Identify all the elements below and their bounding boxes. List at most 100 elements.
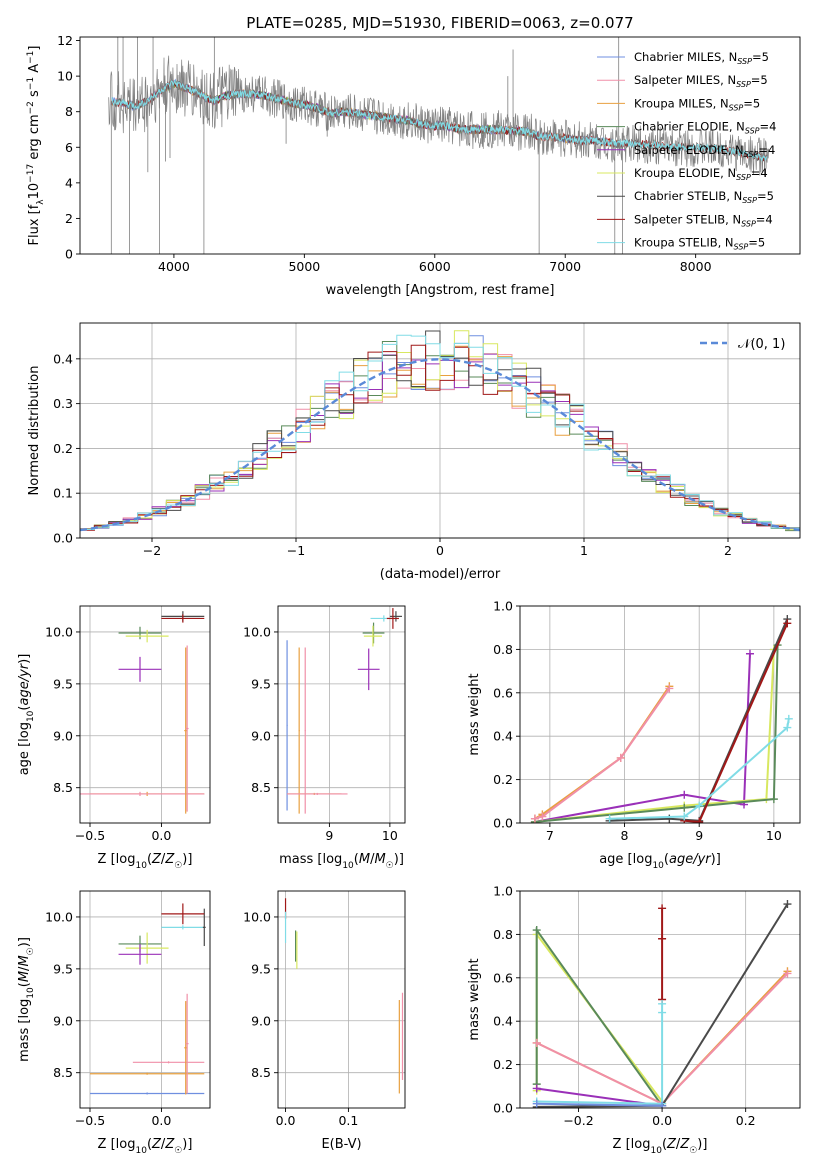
y-tick-label: 0.4	[493, 729, 513, 744]
y-tick-label: 9.0	[251, 1013, 271, 1028]
plot-area	[108, 37, 770, 254]
y-axis-label: mass weight	[467, 958, 482, 1040]
x-tick-label: 10	[766, 828, 782, 843]
weight-marker	[532, 1084, 541, 1093]
y-tick-label: 8.5	[53, 1065, 73, 1080]
errorbar-point	[118, 943, 162, 965]
y-tick-label: 0.8	[493, 642, 513, 657]
y-tick-label: 0	[65, 247, 73, 262]
figure-title: PLATE=0285, MJD=51930, FIBERID=0063, z=0…	[246, 14, 633, 32]
y-tick-label: 0.4	[53, 351, 73, 366]
y-tick-label: 0.6	[493, 970, 513, 985]
legend-entry: Chabrier STELIB, NSSP=5	[634, 189, 774, 205]
x-tick-label: −1	[287, 543, 305, 558]
x-tick-label: 2	[724, 543, 732, 558]
y-tick-label: 10.0	[243, 624, 271, 639]
x-tick-label: 0.0	[151, 1113, 171, 1128]
errorbar-point	[161, 903, 205, 925]
legend-entry: Kroupa STELIB, NSSP=5	[634, 236, 765, 252]
weight-marker	[530, 814, 539, 823]
weight-line	[534, 653, 751, 823]
weight-series	[530, 684, 674, 823]
y-tick-label: 8.5	[53, 780, 73, 795]
weight-series	[680, 619, 792, 823]
errorbar-point	[132, 1061, 205, 1064]
y-tick-label: 0.2	[493, 1057, 513, 1072]
errorbar-point	[363, 625, 383, 647]
y-tick-label: 6	[65, 140, 73, 155]
weight-marker	[783, 969, 792, 978]
chart-weight_vs_age: 7 8 9 10 0.0 0.2 0.4 0.6 0.8 1.0 age [log10(age/yr…	[467, 599, 801, 871]
x-tick-label: 7	[546, 828, 554, 843]
plot-area	[284, 898, 404, 1094]
errorbar-point	[298, 647, 300, 814]
legend-entry: Salpeter ELODIE, NSSP=4	[634, 143, 775, 159]
y-tick-label: 10.0	[243, 909, 271, 924]
y-axis-label: age [log10(age/yr)]	[17, 654, 36, 776]
weight-marker	[783, 723, 792, 732]
weight-marker	[680, 803, 689, 812]
weight-marker	[783, 900, 792, 909]
weight-marker	[680, 790, 689, 799]
x-tick-label: 10	[382, 828, 398, 843]
weight-series	[658, 904, 667, 1004]
weight-marker	[783, 619, 792, 628]
y-tick-label: 0.1	[53, 486, 73, 501]
plot-area	[80, 611, 205, 814]
errorbar-point	[118, 626, 162, 640]
weight-series	[530, 645, 778, 823]
weight-line	[536, 1003, 664, 1105]
errorbar-point	[161, 925, 205, 930]
x-axis-label: Z [log10(Z/Z☉)]	[98, 852, 193, 871]
x-tick-label: 0.0	[276, 1113, 296, 1128]
y-tick-label: 10	[57, 69, 73, 84]
y-tick-label: 0.2	[53, 441, 73, 456]
y-tick-label: 0.8	[493, 927, 513, 942]
errorbar-point	[125, 932, 169, 964]
weight-series	[532, 926, 667, 1108]
weight-marker	[658, 1101, 667, 1108]
weight-line	[534, 687, 671, 820]
weight-series	[532, 1099, 667, 1108]
y-axis-label: mass [log10(M/M☉)]	[17, 937, 36, 1062]
x-tick-label: −0.5	[75, 828, 105, 843]
y-tick-label: 8.5	[251, 1065, 271, 1080]
y-tick-label: 1.0	[493, 599, 513, 614]
x-tick-label: 0.2	[736, 1113, 756, 1128]
y-tick-label: 1.0	[493, 884, 513, 899]
y-tick-label: 2	[65, 211, 73, 226]
x-axis-label: mass [log10(M/M☉)]	[279, 852, 404, 871]
weight-marker	[680, 812, 689, 821]
y-axis-label: mass weight	[467, 673, 482, 755]
legend-entry: Kroupa MILES, NSSP=5	[634, 96, 760, 112]
x-tick-label: 7000	[549, 259, 581, 274]
plot-area	[286, 608, 402, 814]
x-tick-label: 4000	[158, 259, 190, 274]
axes-frame	[79, 605, 211, 824]
x-tick-label: 0.1	[338, 1113, 358, 1128]
weight-marker	[769, 795, 778, 804]
y-tick-label: 9.5	[251, 676, 271, 691]
x-axis-label: Z [log10(Z/Z☉)]	[613, 1137, 708, 1156]
y-axis-label: Normed distribution	[27, 366, 42, 496]
errorbar-point	[286, 640, 288, 811]
y-tick-label: 0.4	[493, 1014, 513, 1029]
axes-frame	[277, 890, 406, 1109]
weight-series	[605, 615, 792, 823]
weight-marker	[616, 753, 625, 762]
weight-marker	[658, 934, 667, 943]
errorbar-point	[386, 608, 399, 629]
x-axis-label: age [log10(age/yr)]	[599, 852, 721, 871]
histogram-step	[80, 330, 800, 531]
weight-marker	[532, 926, 541, 935]
model-spectrum-line	[111, 79, 768, 162]
chart-weight_vs_Z: −0.2 0.0 0.2 0.0 0.2 0.4 0.6 0.8 1.0 Z [log10(Z/Z…	[467, 884, 801, 1156]
axes-frame	[277, 605, 406, 824]
x-tick-label: 9	[325, 828, 333, 843]
errorbar-point	[287, 792, 348, 795]
legend-entry: Chabrier ELODIE, NSSP=4	[634, 120, 776, 136]
weight-series	[605, 714, 793, 823]
legend-entry: Salpeter MILES, NSSP=5	[634, 73, 768, 89]
y-tick-label: 0.0	[493, 1101, 513, 1116]
weight-marker	[658, 904, 667, 913]
